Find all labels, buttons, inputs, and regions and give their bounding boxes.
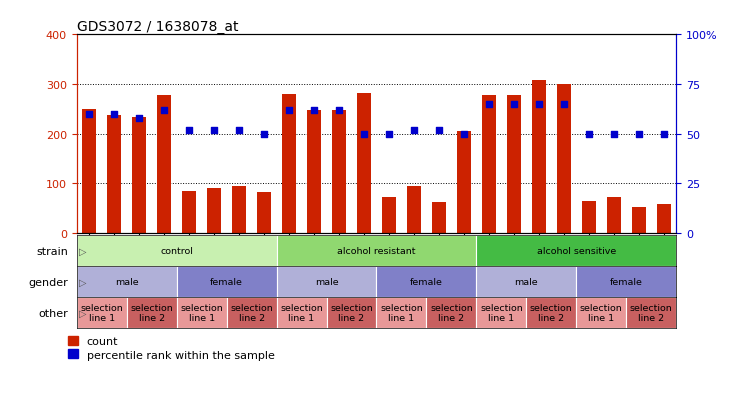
Bar xyxy=(407,186,421,233)
Bar xyxy=(83,109,96,233)
Bar xyxy=(132,118,146,233)
Legend: count, percentile rank within the sample: count, percentile rank within the sample xyxy=(68,336,274,360)
Text: alcohol sensitive: alcohol sensitive xyxy=(537,247,616,255)
Point xyxy=(433,127,444,133)
Bar xyxy=(382,198,395,233)
Text: selection
line 1: selection line 1 xyxy=(181,303,223,323)
Bar xyxy=(126,297,177,328)
Text: selection
line 1: selection line 1 xyxy=(280,303,323,323)
Text: selection
line 2: selection line 2 xyxy=(530,303,572,323)
Bar xyxy=(532,81,545,233)
Point xyxy=(383,131,395,138)
Bar xyxy=(477,297,526,328)
Point xyxy=(308,107,320,114)
Text: gender: gender xyxy=(29,277,68,287)
Bar xyxy=(177,266,276,297)
Point xyxy=(283,107,295,114)
Point xyxy=(333,107,345,114)
Text: selection
line 2: selection line 2 xyxy=(630,303,673,323)
Point xyxy=(133,115,145,122)
Bar xyxy=(276,297,327,328)
Bar xyxy=(276,266,376,297)
Bar xyxy=(576,266,676,297)
Text: male: male xyxy=(315,278,338,286)
Bar xyxy=(582,201,596,233)
Bar xyxy=(507,95,520,233)
Text: selection
line 1: selection line 1 xyxy=(80,303,123,323)
Bar xyxy=(657,204,670,233)
Bar xyxy=(332,110,346,233)
Point xyxy=(658,131,670,138)
Bar xyxy=(632,208,645,233)
Bar xyxy=(227,297,276,328)
Point xyxy=(533,101,545,108)
Point xyxy=(408,127,420,133)
Point xyxy=(483,101,495,108)
Bar xyxy=(107,115,121,233)
Text: male: male xyxy=(115,278,138,286)
Bar xyxy=(457,132,471,233)
Bar xyxy=(282,95,296,233)
Bar xyxy=(157,95,171,233)
Bar xyxy=(557,85,571,233)
Point xyxy=(233,127,245,133)
Bar xyxy=(576,297,626,328)
Bar xyxy=(376,297,426,328)
Text: ▷: ▷ xyxy=(79,277,86,287)
Bar xyxy=(276,235,477,266)
Text: male: male xyxy=(515,278,538,286)
Point xyxy=(108,111,120,118)
Bar xyxy=(482,95,496,233)
Bar xyxy=(432,203,446,233)
Bar xyxy=(208,189,221,233)
Text: other: other xyxy=(38,308,68,318)
Text: selection
line 2: selection line 2 xyxy=(430,303,473,323)
Text: GDS3072 / 1638078_at: GDS3072 / 1638078_at xyxy=(77,20,238,34)
Bar xyxy=(477,235,676,266)
Point xyxy=(208,127,220,133)
Bar xyxy=(607,197,621,233)
Bar xyxy=(182,191,196,233)
Text: ▷: ▷ xyxy=(79,246,86,256)
Bar xyxy=(177,297,227,328)
Bar xyxy=(77,235,276,266)
Point xyxy=(183,127,195,133)
Text: selection
line 2: selection line 2 xyxy=(130,303,173,323)
Text: selection
line 1: selection line 1 xyxy=(380,303,423,323)
Text: alcohol resistant: alcohol resistant xyxy=(337,247,416,255)
Text: control: control xyxy=(160,247,193,255)
Text: ▷: ▷ xyxy=(79,308,86,318)
Bar xyxy=(477,266,576,297)
Text: selection
line 1: selection line 1 xyxy=(580,303,623,323)
Bar xyxy=(357,94,371,233)
Point xyxy=(358,131,370,138)
Text: selection
line 2: selection line 2 xyxy=(330,303,373,323)
Point xyxy=(258,131,270,138)
Point xyxy=(508,101,520,108)
Point xyxy=(458,131,470,138)
Bar xyxy=(232,186,246,233)
Bar xyxy=(376,266,477,297)
Point xyxy=(583,131,594,138)
Text: strain: strain xyxy=(36,246,68,256)
Bar xyxy=(327,297,376,328)
Bar xyxy=(626,297,676,328)
Text: female: female xyxy=(610,278,643,286)
Bar xyxy=(77,297,126,328)
Bar xyxy=(526,297,576,328)
Point xyxy=(633,131,645,138)
Bar xyxy=(257,193,271,233)
Bar xyxy=(77,266,177,297)
Point xyxy=(83,111,95,118)
Point xyxy=(159,107,170,114)
Point xyxy=(558,101,569,108)
Text: female: female xyxy=(410,278,443,286)
Bar xyxy=(307,110,321,233)
Text: selection
line 2: selection line 2 xyxy=(230,303,273,323)
Bar xyxy=(426,297,477,328)
Text: selection
line 1: selection line 1 xyxy=(480,303,523,323)
Point xyxy=(608,131,620,138)
Text: female: female xyxy=(211,278,243,286)
